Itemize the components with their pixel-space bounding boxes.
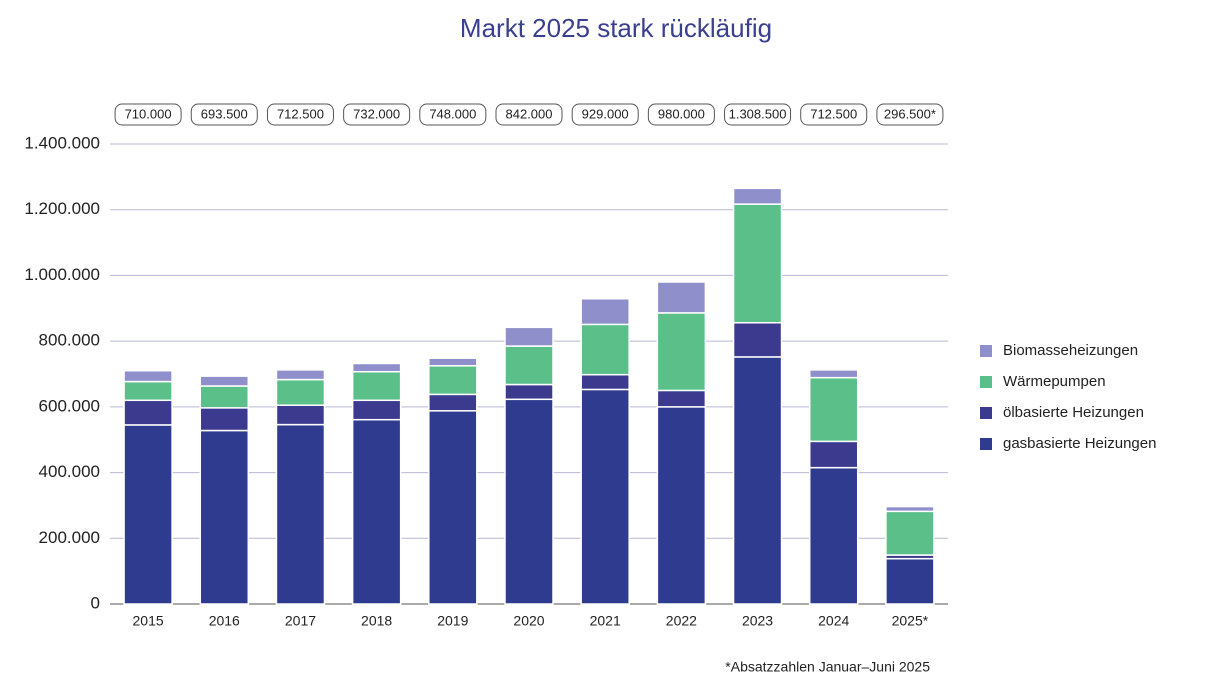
x-tick-label: 2018 bbox=[361, 613, 392, 629]
total-box bbox=[876, 103, 944, 126]
bar-segment bbox=[580, 373, 630, 391]
bar-segment bbox=[275, 423, 326, 605]
bar-segment bbox=[504, 326, 554, 347]
y-tick-label: 200.000 bbox=[39, 528, 100, 547]
total-label: 732.000 bbox=[353, 106, 400, 121]
legend-label: Biomasseheizungen bbox=[1003, 342, 1138, 359]
bar-segment bbox=[808, 376, 859, 443]
bar-segment bbox=[428, 365, 478, 396]
bar-segment bbox=[580, 323, 630, 376]
y-tick-label: 400.000 bbox=[39, 462, 100, 481]
x-tick-label: 2021 bbox=[590, 613, 621, 629]
x-tick-label: 2017 bbox=[285, 613, 316, 629]
bar-segment bbox=[885, 557, 935, 605]
total-label: 1.308.500 bbox=[729, 106, 787, 121]
bar-segment bbox=[504, 345, 554, 386]
total-box bbox=[495, 103, 563, 126]
total-label: 712.500 bbox=[277, 106, 324, 121]
legend-label: Wärmepumpen bbox=[1003, 373, 1106, 390]
total-label: 693.500 bbox=[201, 106, 248, 121]
total-box bbox=[114, 103, 182, 126]
bar-segment bbox=[732, 203, 783, 324]
bar-segment bbox=[351, 418, 402, 605]
total-label: 296.500* bbox=[884, 106, 936, 121]
bar-segment bbox=[732, 356, 783, 605]
bar-segment bbox=[656, 389, 707, 408]
bar-segment bbox=[123, 380, 173, 402]
bar-segment bbox=[885, 510, 935, 556]
x-tick-label: 2020 bbox=[513, 613, 544, 629]
bar-segment bbox=[428, 393, 478, 412]
legend-swatch bbox=[980, 438, 992, 450]
bar-segment bbox=[199, 375, 250, 387]
x-tick-label: 2024 bbox=[818, 613, 849, 629]
total-box bbox=[724, 103, 792, 126]
bar-segment bbox=[732, 187, 783, 205]
total-label: 710.000 bbox=[125, 106, 172, 121]
bar-segment bbox=[275, 378, 326, 406]
bar-segment bbox=[199, 385, 250, 409]
bar-segment bbox=[199, 407, 250, 432]
bar-segment bbox=[656, 281, 707, 314]
total-label: 929.000 bbox=[582, 106, 629, 121]
x-tick-label: 2016 bbox=[209, 613, 240, 629]
total-box bbox=[800, 103, 868, 126]
bar-segment bbox=[732, 321, 783, 358]
total-box bbox=[266, 103, 334, 126]
legend-label: ölbasierte Heizungen bbox=[1003, 404, 1144, 421]
x-tick-label: 2023 bbox=[742, 613, 773, 629]
total-box bbox=[190, 103, 258, 126]
bar-segment bbox=[885, 505, 935, 513]
y-tick-label: 1.000.000 bbox=[24, 265, 100, 284]
y-tick-label: 0 bbox=[91, 593, 100, 612]
x-tick-label: 2015 bbox=[133, 613, 164, 629]
bar-segment bbox=[656, 312, 707, 392]
bar-segment bbox=[808, 369, 859, 379]
bar-segment bbox=[580, 298, 630, 326]
y-tick-label: 1.400.000 bbox=[24, 133, 100, 152]
bar-segment bbox=[808, 466, 859, 605]
bar-segment bbox=[428, 410, 478, 605]
chart-subtitle: Markt 2025 stark rückläufig bbox=[460, 13, 772, 43]
bar-segment bbox=[351, 399, 402, 421]
total-label: 748.000 bbox=[429, 106, 476, 121]
x-tick-label: 2019 bbox=[437, 613, 468, 629]
bar-segment bbox=[656, 406, 707, 605]
total-box bbox=[419, 103, 487, 126]
bar-segment bbox=[580, 388, 630, 605]
y-tick-label: 600.000 bbox=[39, 396, 100, 415]
bar-segment bbox=[351, 370, 402, 402]
x-tick-label: 2022 bbox=[666, 613, 697, 629]
bar-segment bbox=[123, 424, 173, 605]
bar-segment bbox=[123, 369, 173, 383]
total-label: 842.000 bbox=[506, 106, 553, 121]
legend-label: gasbasierte Heizungen bbox=[1003, 435, 1156, 452]
bar-segment bbox=[808, 440, 859, 469]
bar-segment bbox=[199, 429, 250, 605]
total-box bbox=[647, 103, 715, 126]
total-label: 712.500 bbox=[810, 106, 857, 121]
bar-segment bbox=[428, 357, 478, 367]
bar-segment bbox=[504, 398, 554, 605]
total-box bbox=[571, 103, 639, 126]
total-label: 980.000 bbox=[658, 106, 705, 121]
bar-segment bbox=[351, 362, 402, 373]
y-tick-label: 1.200.000 bbox=[24, 199, 100, 218]
bar-segment bbox=[275, 404, 326, 426]
bar-segment bbox=[123, 399, 173, 426]
legend-swatch bbox=[980, 407, 992, 419]
bar-segment bbox=[275, 369, 326, 381]
legend-swatch bbox=[980, 376, 992, 388]
total-box bbox=[343, 103, 411, 126]
footnote: *Absatzzahlen Januar–Juni 2025 bbox=[725, 659, 930, 675]
x-tick-label: 2025* bbox=[892, 613, 929, 629]
y-tick-label: 800.000 bbox=[39, 331, 100, 350]
bar-segment bbox=[504, 383, 554, 401]
legend-swatch bbox=[980, 345, 992, 357]
